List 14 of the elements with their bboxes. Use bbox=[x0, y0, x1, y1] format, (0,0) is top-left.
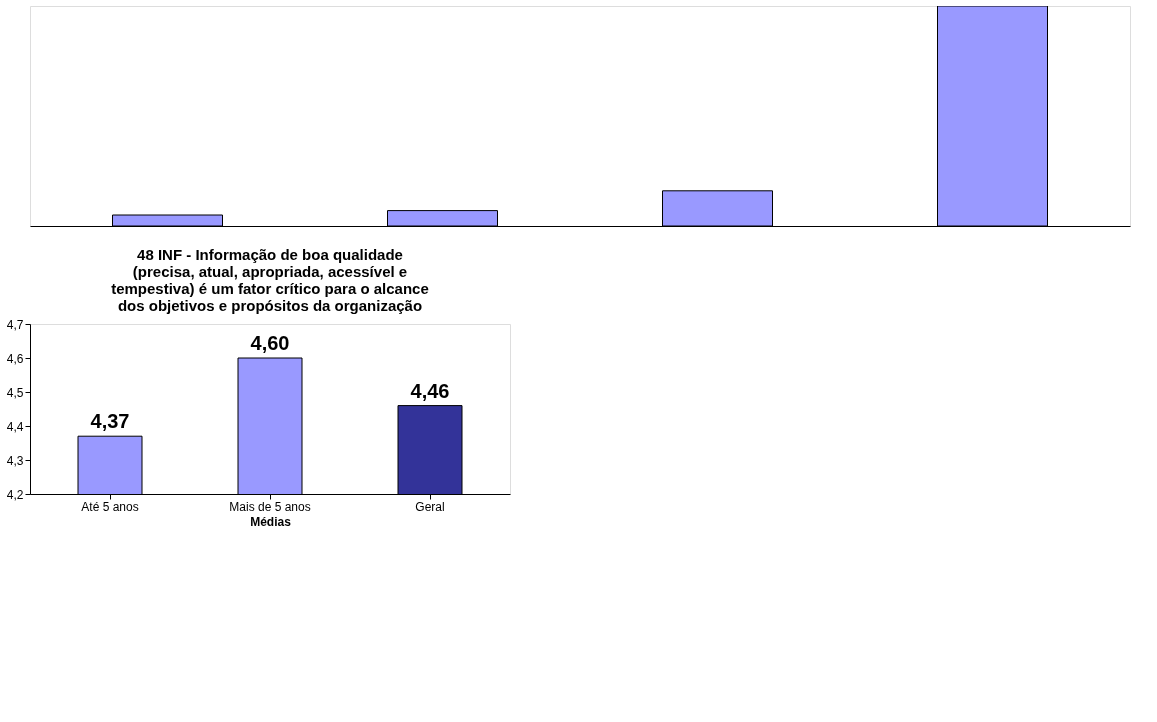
y-tick-label: 4,7 bbox=[6, 317, 24, 332]
x-tick-label: Até 5 anos bbox=[81, 499, 139, 514]
y-tick-label: 4,4 bbox=[6, 419, 24, 434]
x-tick-label: Geral bbox=[415, 499, 445, 514]
data-label: 4,37 bbox=[90, 410, 130, 433]
y-tick-label: 4,5 bbox=[6, 385, 24, 400]
data-label: 4,60 bbox=[250, 332, 290, 354]
x-axis-title: Médias bbox=[250, 514, 292, 529]
y-tick-label: 4,3 bbox=[6, 453, 24, 468]
y-tick-label: 4,6 bbox=[6, 351, 24, 366]
y-tick-label: 4,2 bbox=[6, 487, 24, 502]
x-tick-label: Mais de 5 anos bbox=[229, 499, 311, 514]
data-label: 4,46 bbox=[410, 379, 450, 402]
chart-title: 48 INF - Informação de boa qualidade (precisa, atual, apropriada, acessível e tempestiva) é um fator crítico para o alcance dos objetivos e propósitos da organização bbox=[111, 246, 429, 314]
